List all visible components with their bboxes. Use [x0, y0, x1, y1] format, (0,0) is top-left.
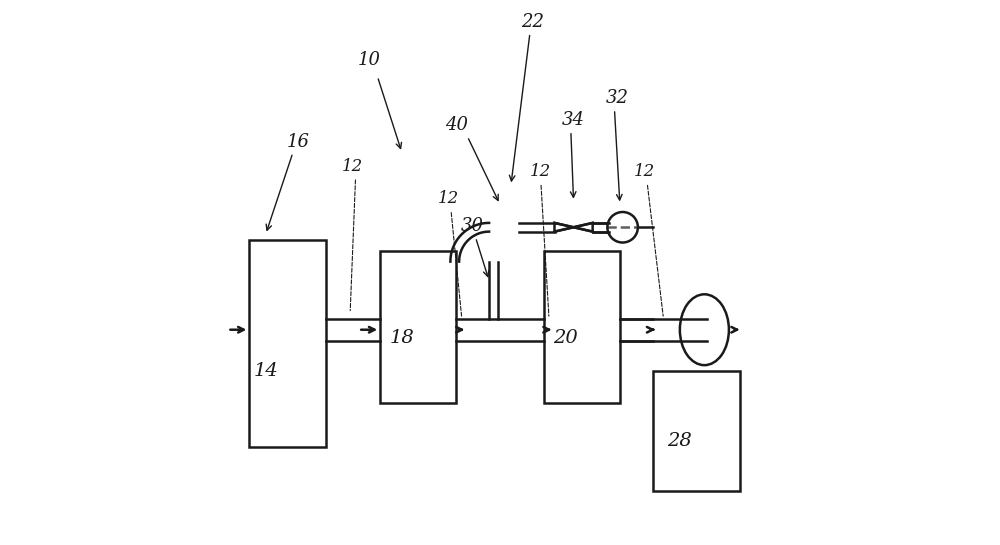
Text: 12: 12: [530, 163, 552, 180]
Text: 12: 12: [634, 163, 655, 180]
Bar: [380, 251, 456, 403]
Text: 30: 30: [461, 217, 484, 235]
Text: 22: 22: [521, 13, 544, 31]
Text: 34: 34: [562, 111, 585, 129]
Bar: [249, 240, 326, 447]
Text: 12: 12: [438, 190, 459, 208]
Text: 16: 16: [287, 132, 310, 151]
Polygon shape: [554, 223, 574, 232]
Text: 40: 40: [445, 116, 468, 135]
Polygon shape: [574, 223, 593, 232]
Circle shape: [607, 212, 638, 243]
Text: 10: 10: [358, 51, 381, 69]
Text: 18: 18: [390, 329, 414, 347]
Text: 32: 32: [606, 89, 629, 107]
Text: 14: 14: [253, 361, 278, 380]
Text: 20: 20: [553, 329, 578, 347]
Bar: [653, 371, 740, 490]
Ellipse shape: [680, 294, 729, 365]
Text: 28: 28: [667, 432, 692, 451]
Text: 12: 12: [342, 158, 363, 175]
Bar: [544, 251, 620, 403]
